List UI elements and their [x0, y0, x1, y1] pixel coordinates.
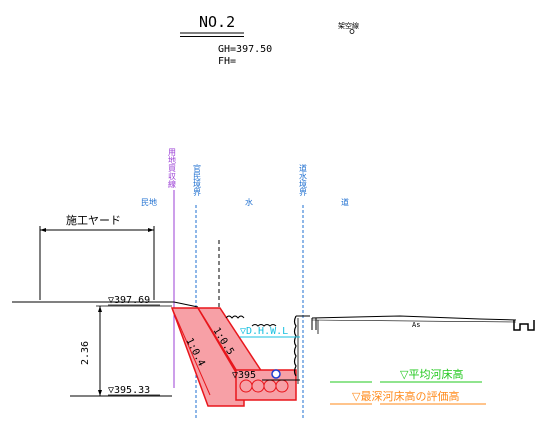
- deepest-riverbed-label: ▽最深河床高の評価高: [352, 389, 459, 403]
- overhead-line-marker-icon: [349, 29, 355, 34]
- depth-arrow-bottom-icon: [98, 390, 102, 396]
- riprap-edge-top: [225, 315, 245, 319]
- public-private-boundary-label: 官民境界: [193, 163, 202, 197]
- bottom-level-label: ▽395.33: [108, 385, 150, 396]
- fh-label: FH=: [218, 56, 236, 67]
- land-acquisition-line-label: 用地買収線: [168, 148, 177, 188]
- construction-yard-label: 施工ヤード: [66, 214, 121, 227]
- zone-water: 水: [245, 197, 253, 207]
- gh-label: GH=397.50: [218, 44, 272, 55]
- overhead-line-label: 架空線: [338, 21, 359, 30]
- ground-line-slope: [173, 301, 199, 308]
- yard-arrow-left-icon: [40, 228, 46, 232]
- road-surface-lower: [311, 319, 517, 323]
- right-bank-wall: [293, 315, 297, 377]
- road-surface-label: As: [412, 321, 420, 329]
- zone-road: 道: [341, 197, 349, 207]
- depth-arrow-top-icon: [98, 306, 102, 312]
- section-number: NO.2: [199, 13, 235, 31]
- foundation-block: [235, 369, 297, 401]
- dhwl-label: ▽D.H.W.L: [240, 326, 288, 337]
- avg-riverbed-label: ▽平均河床高: [400, 367, 463, 381]
- road-gutter-icon: [513, 320, 535, 331]
- road-surface-line: [311, 315, 517, 321]
- road-water-boundary-label: 道水境界: [299, 163, 308, 197]
- yard-arrow-right-icon: [148, 228, 154, 232]
- bed-level-label: ▽395: [232, 370, 256, 381]
- top-level-label: ▽397.69: [108, 295, 150, 306]
- riprap-edge-mid: [251, 324, 277, 327]
- road-railing-left-icon: [311, 318, 319, 334]
- water-level-marker-icon: [271, 369, 281, 379]
- depth-label: 2.36: [80, 341, 91, 365]
- retaining-wall-inner-line: [171, 307, 211, 396]
- zone-private-land: 民地: [141, 197, 157, 207]
